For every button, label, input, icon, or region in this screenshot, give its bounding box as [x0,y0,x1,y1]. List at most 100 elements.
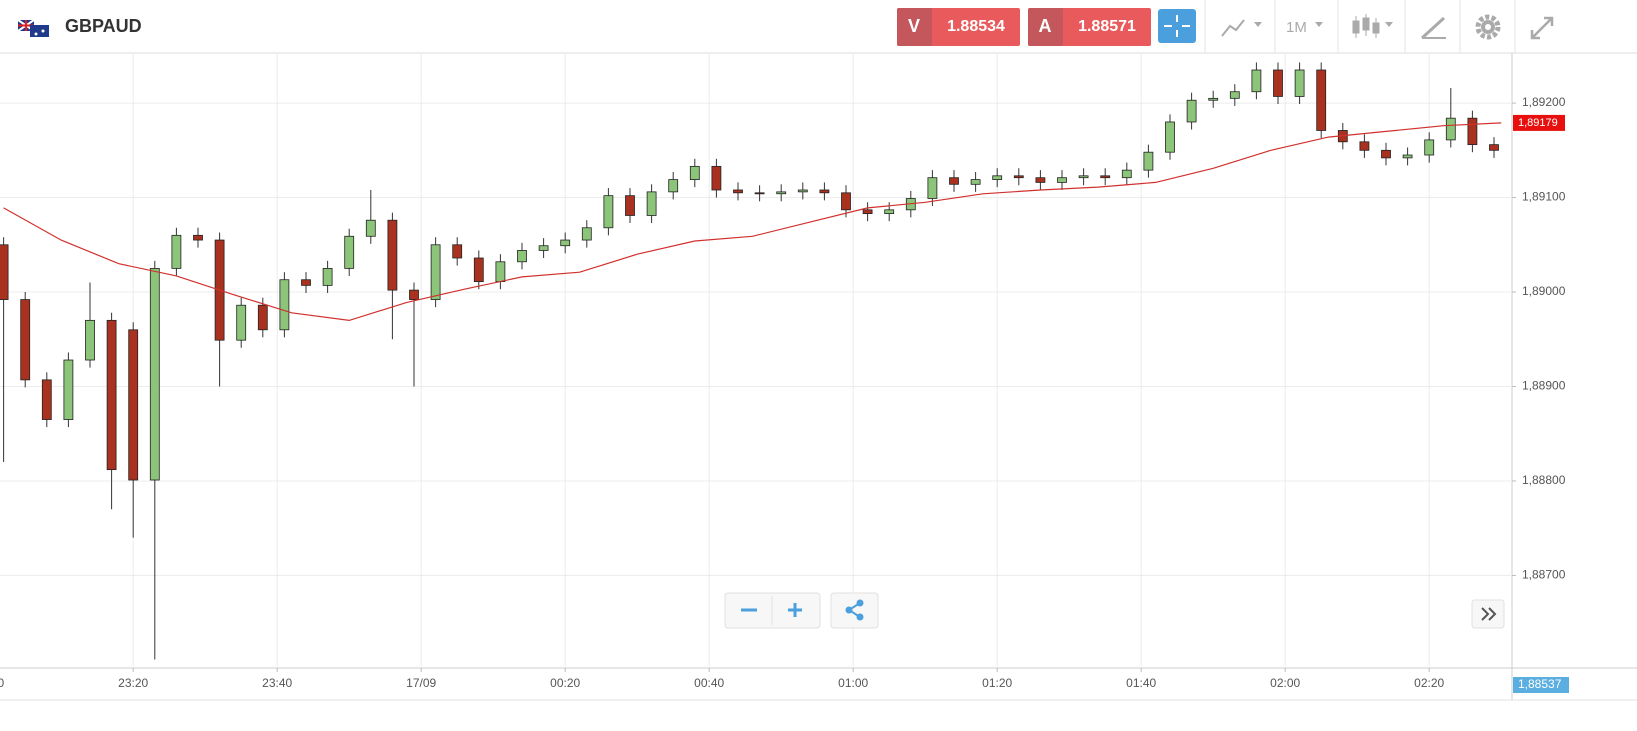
y-tick-label: 1,88800 [1522,473,1566,487]
candle-body [538,245,549,251]
candle-body [1273,69,1283,97]
candle-body [517,250,527,263]
header-bar [0,0,1637,53]
x-tick-label: 23:20 [118,676,148,690]
candle-body [1100,175,1111,179]
x-tick-label: 23:40 [262,676,292,690]
candle-body [387,219,398,291]
candle-body [344,235,355,269]
fullscreen-button[interactable] [1530,16,1554,40]
x-tick-label: 01:20 [982,676,1012,690]
sell-price: 1.88534 [947,18,1005,35]
draw-button[interactable] [1420,16,1446,40]
moving-average [3,122,1502,322]
y-tick-label: 1,89200 [1522,95,1566,109]
candle-body [1229,91,1240,99]
last-price-label: 1,89179 [1518,117,1558,129]
grid [0,53,1512,668]
x-tick-label: 02:20 [1414,676,1444,690]
candle-style-button[interactable] [1352,14,1393,38]
candle-body [0,244,9,300]
x-tick-label: 02:00 [1270,676,1300,690]
candle-body [1424,139,1435,156]
candle-body [128,329,139,481]
buy-price: 1.88571 [1078,18,1136,35]
candle-body [430,244,441,300]
last-price-tag [1513,114,1565,131]
symbol: GBPAUD [65,16,142,36]
y-axis: 1,89200 1,89100 1,89000 1,88900 1,88800 1,887… [1512,95,1569,693]
candle-body [819,189,830,194]
chart-type-button[interactable] [1221,19,1262,37]
candle-body [992,175,1003,180]
candle-body [581,227,592,241]
candle-body [754,192,765,195]
candle-body [1143,151,1154,171]
y-tick-label: 1,88900 [1522,379,1566,393]
sell-button[interactable]: V 1.88534 [897,8,1020,46]
candle-body [409,289,419,300]
candle-body [257,304,268,331]
candle-body [689,165,700,180]
settings-button[interactable] [1475,14,1501,40]
buy-button[interactable]: A 1.88571 [1028,8,1151,46]
candle-body [862,209,873,214]
x-tick-label: 01:00 [838,676,868,690]
y-tick-label: 1,89100 [1522,190,1566,204]
candle-body [301,279,311,286]
candle-body [1057,177,1067,183]
candle-body [1489,144,1499,151]
candle-body [193,234,203,241]
x-axis: 23:00 23:20 23:40 17/09 00:20 00:40 01:00 01:20… [0,668,1445,690]
candle-body [970,179,981,185]
buy-label: A [1039,16,1052,36]
candle-body [668,179,679,193]
candle-body [560,239,571,247]
candle-body [1251,69,1262,93]
crosshair-button[interactable] [1158,9,1196,43]
y-tick-label: 1,88700 [1522,568,1566,582]
candle-body [776,191,787,195]
candle-body [1208,97,1219,101]
candle-body [495,261,506,283]
candle-body [106,319,117,471]
candle-body [1359,141,1370,151]
candle-body [603,195,614,229]
candle-body [797,189,808,193]
candle-body [1035,177,1046,183]
candle-body [927,177,938,199]
zoom-controls [724,592,879,629]
flag [17,19,49,37]
bid-tag [1513,677,1569,693]
candle-body [236,304,247,341]
timeframe: 1M [1286,19,1307,36]
candle-body [1186,99,1197,123]
candle-body [1121,169,1132,179]
candle-body [85,319,95,361]
candle-body [63,359,74,420]
share-button[interactable] [830,592,879,629]
timeframe-button[interactable]: 1M [1286,19,1323,36]
candle-body [149,267,160,481]
y-tick-label: 1,89000 [1522,284,1566,298]
candle-body [841,192,851,211]
candle-body [1316,69,1327,131]
candle-body [171,234,182,269]
x-tick-label: 17/09 [406,676,436,690]
candle-body [625,195,635,216]
scroll-right-button[interactable] [1471,599,1505,629]
sell-label: V [908,16,920,36]
candle-body [322,267,333,286]
x-tick-label: 00:40 [694,676,724,690]
candle-body [949,177,959,185]
candle-body [1467,117,1478,146]
plot [0,62,1502,660]
x-tick-label: 00:20 [550,676,580,690]
candle-body [1165,121,1175,153]
zoom-in-button[interactable] [788,603,802,617]
candle-body [452,244,463,259]
candle-body [279,279,290,331]
toolbar-separators [1204,0,1516,53]
